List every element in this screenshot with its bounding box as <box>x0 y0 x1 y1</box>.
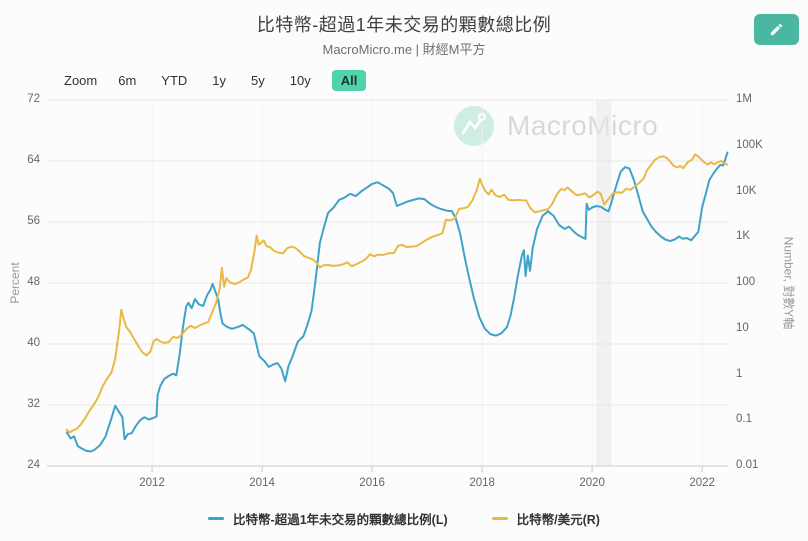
right-axis-tick-label: 1 <box>736 367 743 380</box>
right-axis-tick-label: 10 <box>736 321 749 334</box>
range-buttons: 6m YTD 1y 5y 10y All <box>114 69 367 91</box>
legend-item-btc-usd[interactable]: 比特幣/美元(R) <box>491 509 600 528</box>
range-button-10y[interactable]: 10y <box>289 72 311 88</box>
left-axis-tick-label: 48 <box>27 276 40 288</box>
range-button-all[interactable]: All <box>331 69 367 91</box>
range-selector-toolbar: Zoom 6m YTD 1y 5y 10y All <box>64 69 367 91</box>
page-title: 比特幣-超過1年未交易的顆數總比例 <box>256 15 552 35</box>
chart-plot-area[interactable] <box>47 99 729 476</box>
pencil-icon <box>769 22 784 37</box>
left-axis-tick-label: 40 <box>27 337 40 349</box>
left-axis-title: Percent <box>8 262 22 304</box>
legend-label: 比特幣-超過1年未交易的顆數總比例(L) <box>233 513 448 527</box>
legend-swatch-yellow <box>491 517 508 520</box>
legend-swatch-blue <box>208 517 225 520</box>
x-axis-tick-label: 2020 <box>579 477 605 489</box>
right-axis-tick-label: 0.01 <box>736 459 759 471</box>
series-line-btc-usd <box>65 153 729 434</box>
right-axis-tick-label: 1M <box>736 93 752 105</box>
chart-subtitle: MacroMicro.me | 財經M平方 <box>322 42 486 57</box>
left-axis-tick-label: 64 <box>27 154 40 166</box>
x-axis-tick-label: 2016 <box>359 477 385 489</box>
zoom-label: Zoom <box>64 72 98 88</box>
edit-button[interactable] <box>754 14 799 45</box>
x-axis-tick-label: 2014 <box>249 477 275 489</box>
legend-item-hodl-ratio[interactable]: 比特幣-超過1年未交易的顆數總比例(L) <box>208 509 448 528</box>
right-axis-tick-label: 1K <box>736 230 751 243</box>
right-axis-tick-label: 100 <box>736 276 756 288</box>
legend-label: 比特幣/美元(R) <box>516 513 600 527</box>
right-axis-title: Number, 對數Y軸 <box>781 236 796 330</box>
range-button-ytd[interactable]: YTD <box>161 72 188 88</box>
right-axis-tick-label: 0.1 <box>736 413 752 426</box>
left-axis-tick-label: 24 <box>27 459 40 471</box>
legend: 比特幣-超過1年未交易的顆數總比例(L) 比特幣/美元(R) <box>0 509 808 528</box>
series-line-hodl-ratio <box>65 151 729 453</box>
right-axis-tick-label: 100K <box>736 138 763 151</box>
x-axis-tick-label: 2022 <box>689 477 715 489</box>
x-axis-tick-label: 2012 <box>139 477 165 489</box>
right-axis-tick-label: 10K <box>736 184 757 197</box>
range-button-6m[interactable]: 6m <box>118 72 137 88</box>
left-axis-tick-label: 72 <box>27 93 40 105</box>
x-axis-tick-label: 2018 <box>469 477 495 489</box>
left-axis-tick-label: 32 <box>27 398 40 410</box>
range-button-1y[interactable]: 1y <box>212 72 227 88</box>
left-axis-tick-label: 56 <box>27 215 40 227</box>
range-button-5y[interactable]: 5y <box>251 72 265 88</box>
